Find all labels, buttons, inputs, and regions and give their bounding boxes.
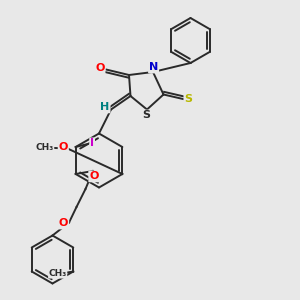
Text: CH₃: CH₃	[36, 142, 54, 152]
Text: S: S	[184, 94, 192, 104]
Text: O: O	[59, 218, 68, 229]
Text: H: H	[100, 102, 109, 112]
Text: I: I	[90, 138, 94, 148]
Text: S: S	[143, 110, 151, 121]
Text: O: O	[58, 142, 68, 152]
Text: O: O	[89, 171, 99, 182]
Text: N: N	[149, 62, 158, 73]
Text: CH₃: CH₃	[49, 269, 67, 278]
Text: O: O	[95, 63, 105, 73]
